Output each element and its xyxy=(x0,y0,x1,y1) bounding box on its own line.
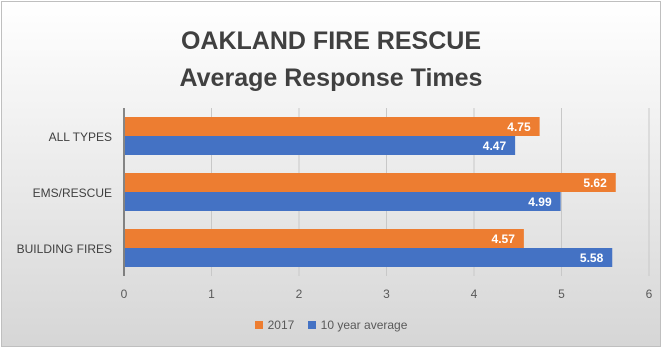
legend: 2017 10 year average xyxy=(0,318,662,332)
bar-2017-ems-rescue xyxy=(125,173,616,192)
legend-swatch-10-year-average xyxy=(307,321,316,329)
x-tick-label-3: 3 xyxy=(383,287,390,301)
legend-item-2017: 2017 xyxy=(254,318,295,332)
category-label-ems-rescue: EMS/RESCUE xyxy=(33,186,112,200)
data-label-10-year-average-all-types: 4.47 xyxy=(483,139,507,153)
data-label-2017-building-fires: 4.57 xyxy=(492,232,516,246)
category-label-building-fires: BUILDING FIRES xyxy=(17,242,112,256)
x-tick-label-0: 0 xyxy=(121,287,128,301)
x-tick-label-6: 6 xyxy=(646,287,653,301)
legend-item-10-year-average: 10 year average xyxy=(307,318,408,332)
data-label-2017-ems-rescue: 5.62 xyxy=(583,176,607,190)
chart-subtitle: Average Response Times xyxy=(179,64,483,92)
chart-title: OAKLAND FIRE RESCUE xyxy=(180,27,481,55)
legend-label-2017: 2017 xyxy=(267,318,295,332)
bar-2017-all-types xyxy=(125,117,540,136)
bar-2017-building-fires xyxy=(125,229,524,248)
legend-label-10-year-average: 10 year average xyxy=(320,318,408,332)
bar-10-year-average-ems-rescue xyxy=(125,192,561,211)
bar-10-year-average-building-fires xyxy=(125,248,613,267)
category-label-all-types: ALL TYPES xyxy=(49,130,112,144)
bar-10-year-average-all-types xyxy=(125,136,516,155)
x-tick-label-2: 2 xyxy=(296,287,303,301)
x-tick-label-5: 5 xyxy=(558,287,565,301)
data-label-10-year-average-ems-rescue: 4.99 xyxy=(528,195,552,209)
x-tick-label-1: 1 xyxy=(208,287,215,301)
data-label-2017-all-types: 4.75 xyxy=(507,120,531,134)
x-tick-label-4: 4 xyxy=(471,287,478,301)
data-label-10-year-average-building-fires: 5.58 xyxy=(580,251,604,265)
legend-swatch-2017 xyxy=(254,321,263,329)
